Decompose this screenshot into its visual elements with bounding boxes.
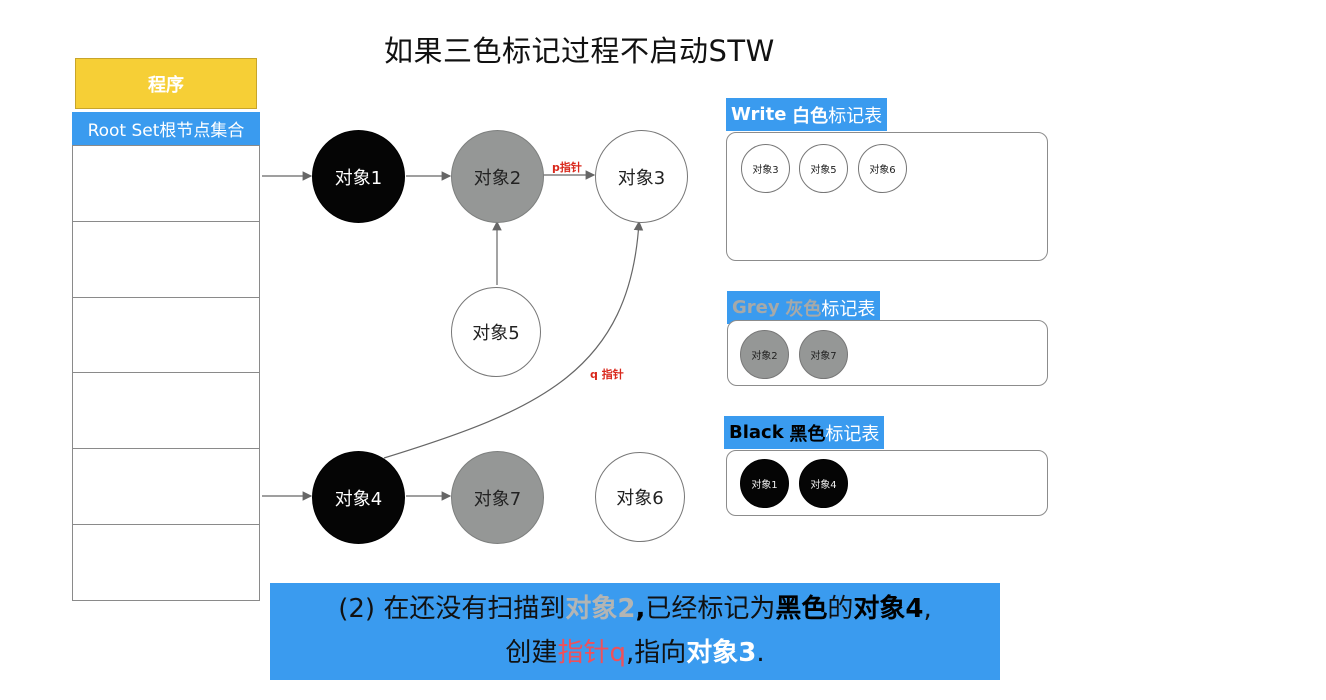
root-set-label: Root Set根节点集合 [72, 112, 260, 145]
white-table-item: 对象5 [799, 144, 848, 193]
caption-line-1: (2) 在还没有扫描到对象2,已经标记为黑色的对象4, [270, 587, 1000, 631]
node-obj2: 对象2 [451, 130, 544, 223]
root-set-slot [73, 297, 259, 298]
root-set-slot [73, 372, 259, 373]
node-obj7: 对象7 [451, 451, 544, 544]
caption: (2) 在还没有扫描到对象2,已经标记为黑色的对象4, 创建指针q,指向对象3. [270, 583, 1000, 680]
caption-line-2: 创建指针q,指向对象3. [270, 631, 1000, 675]
caption-text: 的 [827, 594, 854, 624]
grey-table: 对象2 对象7 [727, 320, 1048, 386]
caption-obj2: 对象2 [565, 594, 636, 624]
white-table-item: 对象3 [741, 144, 790, 193]
p-pointer-label: p指针 [552, 161, 582, 174]
caption-text: 已经标记为 [645, 594, 776, 624]
caption-obj4: 对象4 [853, 594, 924, 624]
root-set-slot [73, 524, 259, 525]
root-set-column [72, 145, 260, 601]
program-box: 程序 [75, 58, 257, 109]
node-obj5: 对象5 [451, 287, 541, 377]
white-table-suffix: 标记表 [828, 105, 883, 127]
black-table-item: 对象4 [799, 459, 848, 508]
q-pointer-label: q 指针 [590, 368, 624, 381]
grey-table-keyword: Grey [732, 297, 780, 318]
grey-table-suffix: 标记表 [821, 298, 876, 320]
root-set-slot [73, 221, 259, 222]
caption-pointer-q: 指针q [557, 638, 626, 668]
black-table-label: Black 黑色 标记表 [724, 416, 885, 449]
caption-comma: , [923, 594, 932, 624]
caption-black-word: 黑色 [775, 594, 828, 624]
white-table-label: Write 白色 标记表 [726, 98, 888, 131]
grey-table-label: Grey 灰色 标记表 [727, 291, 881, 324]
black-table: 对象1 对象4 [726, 450, 1048, 516]
node-obj4: 对象4 [312, 451, 405, 544]
caption-text: (2) 在还没有扫描到 [338, 594, 566, 624]
grey-table-item: 对象7 [799, 330, 848, 379]
caption-text: ,指向 [625, 638, 687, 668]
node-obj1: 对象1 [312, 130, 405, 223]
node-obj3: 对象3 [595, 130, 688, 223]
white-table-color-word: 白色 [792, 105, 829, 127]
black-table-keyword: Black [729, 422, 784, 443]
caption-obj3: 对象3 [686, 638, 757, 668]
grey-table-item: 对象2 [740, 330, 789, 379]
black-table-item: 对象1 [740, 459, 789, 508]
white-table-item: 对象6 [858, 144, 907, 193]
caption-text: 创建 [505, 638, 558, 668]
root-set-slot [73, 448, 259, 449]
page-title: 如果三色标记过程不启动STW [384, 34, 775, 68]
caption-comma: , [635, 594, 646, 624]
caption-period: . [756, 638, 765, 668]
black-table-color-word: 黑色 [789, 423, 826, 445]
white-table: 对象3 对象5 对象6 [726, 132, 1048, 261]
edge-obj4-obj3-q [383, 220, 644, 459]
grey-table-color-word: 灰色 [785, 298, 822, 320]
node-obj6: 对象6 [595, 452, 685, 542]
black-table-suffix: 标记表 [825, 423, 880, 445]
white-table-keyword: Write [731, 104, 787, 125]
